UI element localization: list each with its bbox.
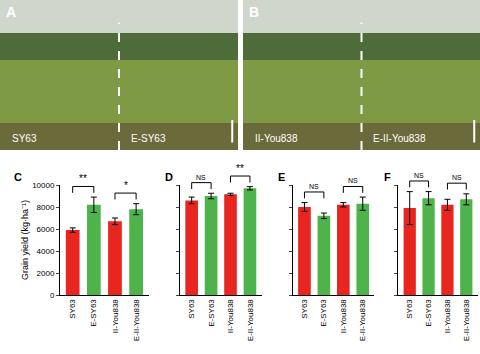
svg-text:4000: 4000 — [37, 247, 55, 256]
svg-text:E-II-You838: E-II-You838 — [462, 299, 471, 342]
svg-text:E: E — [278, 171, 285, 183]
svg-text:II-You838: II-You838 — [111, 299, 120, 334]
svg-text:NS: NS — [196, 174, 206, 181]
svg-text:E-SY63: E-SY63 — [89, 299, 98, 327]
svg-text:A: A — [6, 4, 16, 20]
svg-text:B: B — [249, 4, 259, 20]
svg-text:E-SY63: E-SY63 — [319, 299, 328, 327]
svg-text:SY63: SY63 — [405, 299, 414, 319]
svg-text:NS: NS — [414, 172, 424, 179]
svg-text:**: ** — [236, 163, 244, 174]
svg-text:SY63: SY63 — [12, 133, 37, 144]
svg-text:II-You838: II-You838 — [255, 133, 298, 144]
svg-text:Grain yield (kg·ha⁻¹): Grain yield (kg·ha⁻¹) — [20, 200, 30, 280]
svg-text:E-II-You838: E-II-You838 — [358, 299, 367, 342]
svg-text:E-II-You838: E-II-You838 — [373, 133, 426, 144]
svg-text:C: C — [14, 171, 22, 183]
svg-text:8000: 8000 — [37, 203, 55, 212]
svg-text:II-You838: II-You838 — [339, 299, 348, 334]
svg-text:E-SY63: E-SY63 — [424, 299, 433, 327]
svg-text:2000: 2000 — [37, 269, 55, 278]
svg-text:6000: 6000 — [37, 225, 55, 234]
svg-text:II-You838: II-You838 — [443, 299, 452, 334]
svg-text:SY63: SY63 — [300, 299, 309, 319]
svg-text:E-II-You838: E-II-You838 — [246, 299, 255, 342]
svg-text:*: * — [124, 180, 128, 191]
svg-text:E-II-You838: E-II-You838 — [132, 299, 141, 342]
svg-text:NS: NS — [452, 174, 462, 181]
svg-text:NS: NS — [348, 177, 358, 184]
svg-text:II-You838: II-You838 — [226, 299, 235, 334]
svg-text:D: D — [165, 171, 173, 183]
svg-text:E-SY63: E-SY63 — [131, 133, 166, 144]
svg-text:SY63: SY63 — [187, 299, 196, 319]
svg-text:E-SY63: E-SY63 — [207, 299, 216, 327]
svg-text:NS: NS — [309, 183, 319, 190]
svg-text:SY63: SY63 — [68, 299, 77, 319]
svg-text:10000: 10000 — [32, 181, 55, 190]
svg-text:0: 0 — [50, 291, 55, 300]
svg-text:**: ** — [79, 173, 87, 184]
svg-text:F: F — [384, 171, 391, 183]
